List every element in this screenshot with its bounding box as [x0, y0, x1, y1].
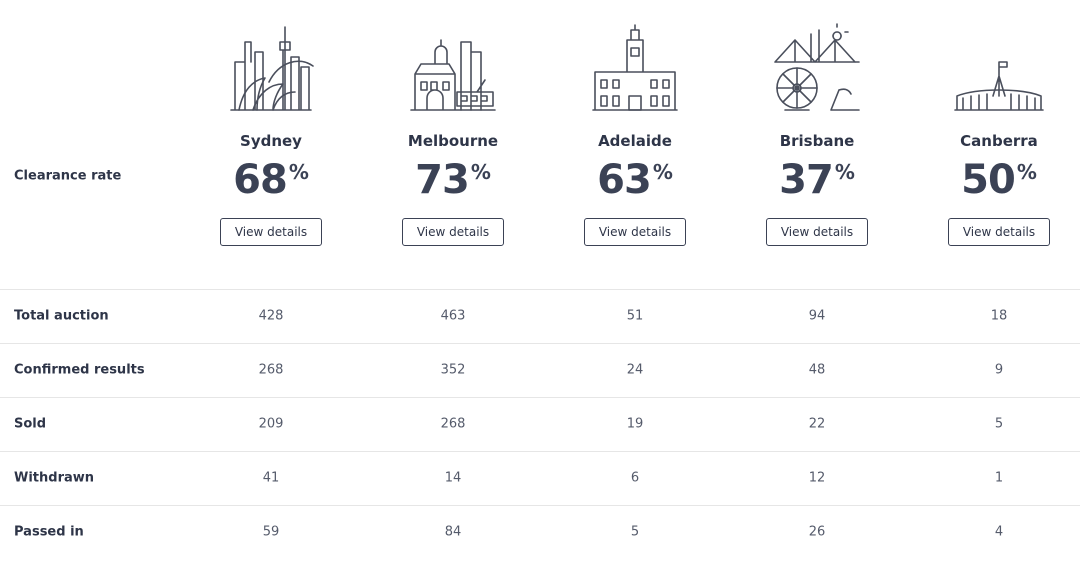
row-divider [0, 505, 1080, 506]
clearance-rate: 63% [544, 157, 726, 203]
cell-value: 84 [444, 524, 462, 540]
clearance-rate-label: Clearance rate [14, 168, 122, 184]
cell-value: 41 [262, 470, 280, 486]
view-details-button[interactable]: View details [220, 218, 322, 246]
view-details-button[interactable]: View details [766, 218, 868, 246]
row-label: Sold [14, 416, 47, 432]
cell-value: 14 [444, 470, 462, 486]
rate-value: 73 [415, 157, 470, 203]
rate-value: 63 [597, 157, 652, 203]
cell-value: 12 [808, 470, 826, 486]
cell-value: 9 [994, 362, 1004, 378]
cell-value: 209 [258, 416, 284, 432]
city-name: Canberra [960, 132, 1038, 150]
brisbane-icon [774, 23, 860, 111]
cell-value: 463 [440, 308, 466, 324]
cell-value: 1 [994, 470, 1004, 486]
row-label: Passed in [14, 524, 84, 540]
row-divider [0, 451, 1080, 452]
percent-sign: % [288, 160, 309, 184]
cell-value: 48 [808, 362, 826, 378]
adelaide-icon [592, 24, 678, 111]
row-label: Withdrawn [14, 470, 95, 486]
clearance-rate: 50% [908, 157, 1080, 203]
view-details-button[interactable]: View details [584, 218, 686, 246]
clearance-rate: 68% [180, 157, 362, 203]
cell-value: 18 [990, 308, 1008, 324]
cell-value: 59 [262, 524, 280, 540]
rate-value: 68 [233, 157, 288, 203]
city-name: Melbourne [407, 132, 499, 150]
cell-value: 19 [626, 416, 644, 432]
cell-value: 22 [808, 416, 826, 432]
percent-sign: % [1016, 160, 1037, 184]
cell-value: 51 [626, 308, 644, 324]
view-details-button[interactable]: View details [402, 218, 504, 246]
rate-value: 37 [779, 157, 834, 203]
clearance-rate: 37% [726, 157, 908, 203]
rate-value: 50 [961, 157, 1016, 203]
row-divider [0, 343, 1080, 344]
row-label: Confirmed results [14, 362, 145, 378]
canberra-icon [954, 61, 1044, 111]
cell-value: 6 [630, 470, 640, 486]
melbourne-icon [410, 39, 496, 111]
city-name: Sydney [240, 132, 302, 150]
cell-value: 5 [994, 416, 1004, 432]
cell-value: 5 [630, 524, 640, 540]
percent-sign: % [652, 160, 673, 184]
city-name: Brisbane [779, 132, 855, 150]
clearance-rate: 73% [362, 157, 544, 203]
percent-sign: % [470, 160, 491, 184]
city-name: Adelaide [598, 132, 672, 150]
cell-value: 268 [258, 362, 284, 378]
view-details-button[interactable]: View details [948, 218, 1050, 246]
sydney-icon [230, 26, 314, 111]
row-divider [0, 289, 1080, 290]
cell-value: 24 [626, 362, 644, 378]
percent-sign: % [834, 160, 855, 184]
cell-value: 268 [440, 416, 466, 432]
row-divider [0, 397, 1080, 398]
cell-value: 4 [994, 524, 1004, 540]
cell-value: 26 [808, 524, 826, 540]
cell-value: 428 [258, 308, 284, 324]
cell-value: 352 [440, 362, 466, 378]
cell-value: 94 [808, 308, 826, 324]
row-label: Total auction [14, 308, 109, 324]
